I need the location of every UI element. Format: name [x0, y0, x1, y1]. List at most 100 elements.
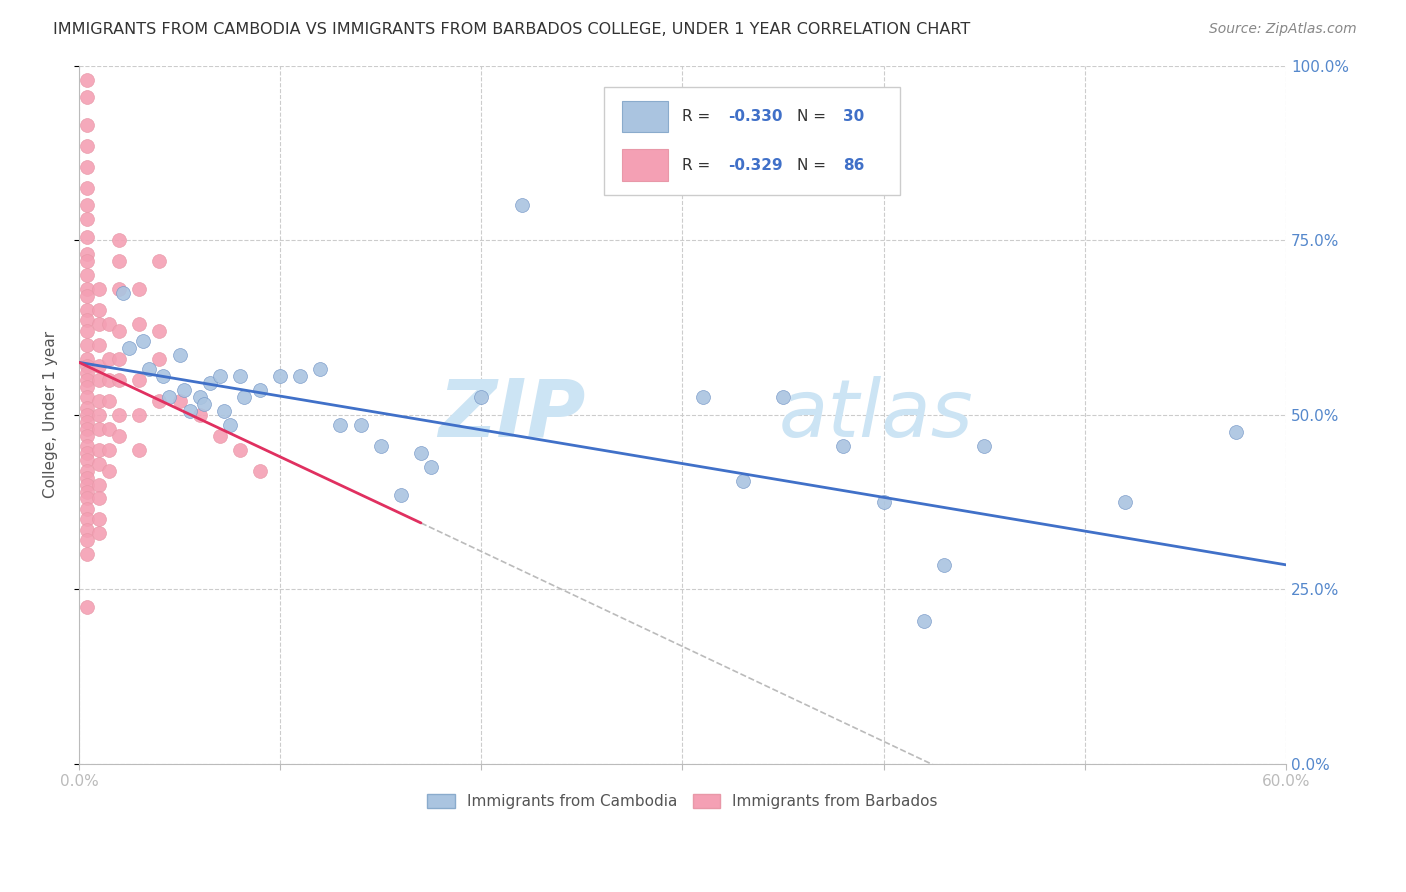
- Point: [692, 390, 714, 404]
- Point: [87, 282, 110, 296]
- Point: [76, 401, 98, 415]
- Point: [76, 366, 98, 380]
- Point: [76, 422, 98, 436]
- Point: [510, 198, 533, 212]
- Point: [389, 488, 412, 502]
- Point: [98, 373, 121, 387]
- Point: [159, 390, 181, 404]
- Point: [128, 408, 150, 422]
- Point: [212, 404, 235, 418]
- Point: [249, 384, 271, 398]
- Point: [169, 393, 191, 408]
- Point: [148, 393, 170, 408]
- Point: [98, 464, 121, 478]
- Point: [118, 342, 141, 356]
- Point: [76, 181, 98, 195]
- Point: [108, 373, 131, 387]
- Point: [87, 477, 110, 491]
- Point: [76, 139, 98, 153]
- Point: [87, 422, 110, 436]
- Point: [76, 428, 98, 442]
- Point: [76, 212, 98, 227]
- Point: [108, 428, 131, 442]
- Point: [932, 558, 955, 572]
- Point: [108, 233, 131, 247]
- Point: [148, 351, 170, 366]
- Text: Source: ZipAtlas.com: Source: ZipAtlas.com: [1209, 22, 1357, 37]
- Point: [198, 376, 221, 391]
- Point: [76, 324, 98, 338]
- Point: [193, 397, 215, 411]
- Text: -0.329: -0.329: [728, 158, 783, 172]
- Point: [76, 313, 98, 327]
- Point: [76, 338, 98, 352]
- Point: [76, 408, 98, 422]
- Point: [249, 464, 271, 478]
- Text: R =: R =: [682, 158, 716, 172]
- Point: [128, 282, 150, 296]
- Text: 30: 30: [844, 109, 865, 124]
- Point: [76, 303, 98, 318]
- Point: [973, 439, 995, 453]
- Point: [470, 390, 492, 404]
- Point: [132, 334, 155, 349]
- Point: [76, 439, 98, 453]
- Point: [87, 393, 110, 408]
- Point: [179, 404, 201, 418]
- Text: N =: N =: [797, 109, 831, 124]
- Point: [309, 362, 332, 376]
- Point: [229, 442, 252, 457]
- Text: atlas: atlas: [779, 376, 974, 454]
- Point: [76, 198, 98, 212]
- Point: [98, 442, 121, 457]
- Point: [290, 369, 312, 384]
- Point: [232, 390, 254, 404]
- Point: [329, 418, 352, 433]
- Point: [76, 477, 98, 491]
- Legend: Immigrants from Cambodia, Immigrants from Barbados: Immigrants from Cambodia, Immigrants fro…: [420, 789, 943, 815]
- FancyBboxPatch shape: [605, 87, 900, 194]
- Point: [128, 317, 150, 331]
- Point: [731, 474, 754, 488]
- Point: [1225, 425, 1247, 439]
- Point: [87, 512, 110, 526]
- Point: [76, 118, 98, 132]
- Point: [218, 418, 240, 433]
- Point: [87, 373, 110, 387]
- Point: [349, 418, 371, 433]
- Point: [169, 348, 191, 362]
- Point: [76, 453, 98, 467]
- Point: [872, 495, 894, 509]
- Point: [87, 442, 110, 457]
- Point: [269, 369, 291, 384]
- Text: -0.330: -0.330: [728, 109, 783, 124]
- Point: [87, 491, 110, 506]
- Point: [98, 422, 121, 436]
- Point: [1114, 495, 1136, 509]
- Point: [87, 303, 110, 318]
- Point: [772, 390, 794, 404]
- Point: [98, 351, 121, 366]
- Point: [76, 254, 98, 268]
- Point: [76, 547, 98, 561]
- Point: [409, 446, 432, 460]
- Point: [76, 359, 98, 373]
- Point: [420, 460, 443, 475]
- Point: [76, 502, 98, 516]
- Point: [76, 380, 98, 394]
- Point: [76, 268, 98, 282]
- Point: [76, 415, 98, 429]
- Y-axis label: College, Under 1 year: College, Under 1 year: [44, 331, 58, 499]
- Text: 86: 86: [844, 158, 865, 172]
- Point: [112, 285, 135, 300]
- Point: [370, 439, 392, 453]
- Point: [108, 282, 131, 296]
- Point: [76, 90, 98, 104]
- Point: [108, 408, 131, 422]
- Point: [208, 369, 231, 384]
- Point: [76, 289, 98, 303]
- Point: [173, 384, 195, 398]
- Point: [128, 373, 150, 387]
- Point: [108, 324, 131, 338]
- Point: [128, 442, 150, 457]
